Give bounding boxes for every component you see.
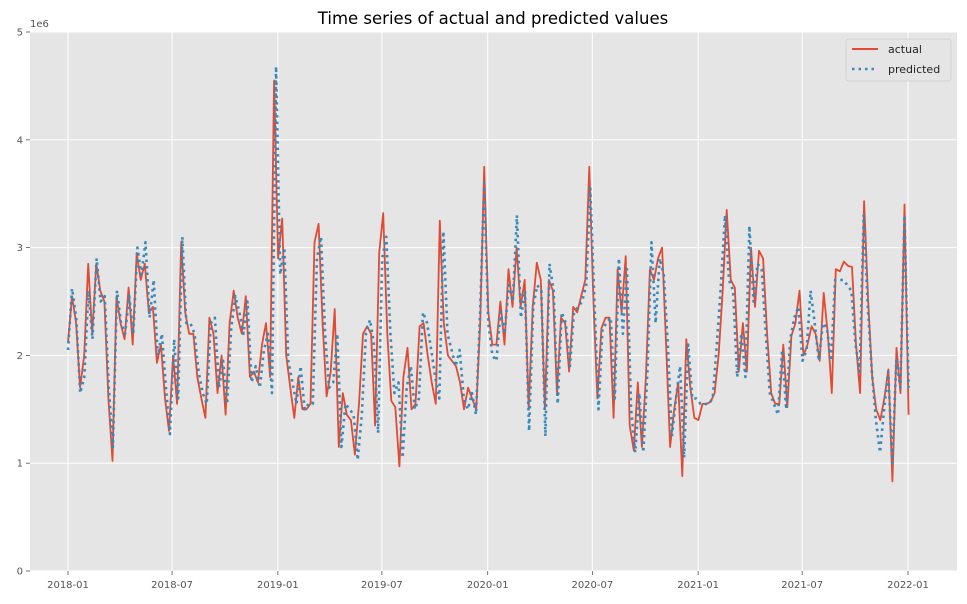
series-lines xyxy=(66,65,910,483)
y-tick-label: 4 xyxy=(17,135,23,146)
x-tick-label: 2019-07 xyxy=(361,580,403,591)
x-tick-label: 2021-01 xyxy=(677,580,719,591)
y-tick-label: 2 xyxy=(17,351,23,362)
y-offset-label: 1e6 xyxy=(30,19,49,30)
x-tick-label: 2021-07 xyxy=(781,580,823,591)
x-tick-label: 2018-07 xyxy=(151,580,193,591)
x-tick-label: 2020-07 xyxy=(571,580,613,591)
x-tick-label: 2020-01 xyxy=(467,580,509,591)
series-predicted-line xyxy=(66,65,910,465)
chart-title: Time series of actual and predicted valu… xyxy=(317,9,668,28)
x-tick-label: 2018-01 xyxy=(47,580,89,591)
legend-actual-label: actual xyxy=(888,43,922,56)
legend-predicted-label: predicted xyxy=(888,63,940,76)
y-axis-ticks: 0 1 2 3 4 5 xyxy=(17,28,30,578)
y-tick-label: 5 xyxy=(17,28,23,39)
x-tick-label: 2022-01 xyxy=(887,580,929,591)
y-tick-label: 3 xyxy=(17,243,23,254)
x-axis-ticks: 2018-01 2018-07 2019-01 2019-07 2020-01 2020-… xyxy=(47,571,929,591)
y-tick-label: 1 xyxy=(17,459,23,470)
axes-background xyxy=(30,32,957,571)
y-tick-label: 0 xyxy=(17,567,23,578)
legend: actual predicted xyxy=(845,38,952,82)
x-tick-label: 2019-01 xyxy=(257,580,299,591)
